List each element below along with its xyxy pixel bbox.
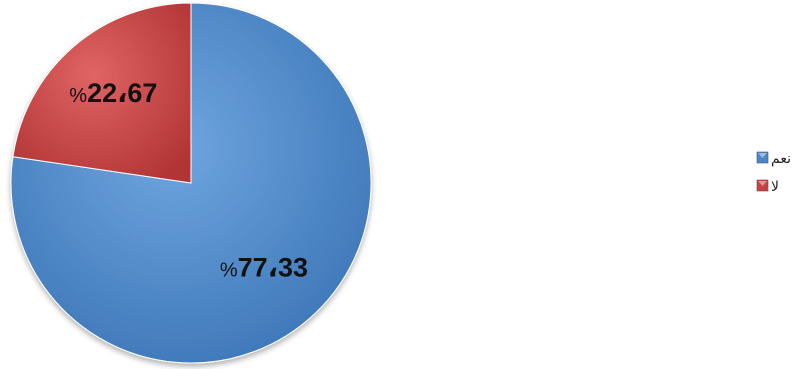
data-label-no: %22،67 — [69, 78, 157, 108]
pie-slice-no — [12, 2, 192, 184]
data-label-yes: %77،33 — [220, 252, 308, 282]
legend-label-yes: نعم — [771, 151, 791, 167]
legend-label-no: لا — [771, 179, 779, 195]
legend-swatch-highlight — [758, 153, 767, 158]
pie-data-labels: %77،33 %22،67 — [69, 78, 308, 282]
legend-item-no: لا — [756, 179, 779, 195]
legend-swatch-yes — [756, 151, 769, 164]
legend-swatch-highlight — [758, 181, 767, 186]
legend-item-yes: نعم — [756, 151, 791, 167]
legend-swatch-no — [756, 179, 769, 192]
pie-slices — [10, 2, 372, 364]
legend: نعم لا — [756, 151, 791, 195]
